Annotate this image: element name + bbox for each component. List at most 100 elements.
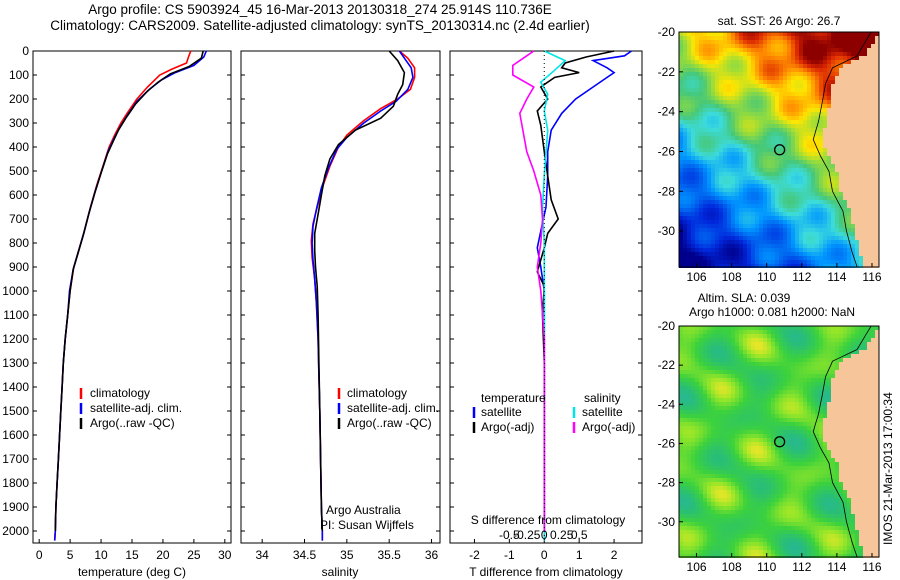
map-cell: [803, 84, 807, 88]
map-cell: [751, 212, 755, 216]
map-cell: [875, 252, 879, 256]
map-cell: [803, 244, 807, 248]
map-cell: [687, 240, 691, 244]
map-cell: [807, 32, 811, 36]
map-cell: [827, 454, 831, 458]
map-cell: [751, 184, 755, 188]
map-cell: [851, 454, 855, 458]
map-cell: [875, 56, 879, 60]
map-cell: [819, 350, 823, 354]
map-cell: [695, 430, 699, 434]
map-cell: [875, 346, 879, 350]
map-cell: [679, 184, 683, 188]
map-cell: [807, 334, 811, 338]
map-cell: [751, 390, 755, 394]
map-cell: [731, 124, 735, 128]
map-cell: [695, 370, 699, 374]
map-cell: [727, 148, 731, 152]
map-cell: [691, 196, 695, 200]
map-cell: [719, 232, 723, 236]
map-cell: [827, 398, 831, 402]
map-cell: [839, 342, 843, 346]
map-cell: [759, 56, 763, 60]
map-cell: [683, 40, 687, 44]
map-cell: [695, 240, 699, 244]
map-cell: [707, 192, 711, 196]
map-cell: [687, 378, 691, 382]
map-cell: [871, 350, 875, 354]
map-cell: [743, 192, 747, 196]
map-cell: [755, 180, 759, 184]
map-cell: [783, 48, 787, 52]
map-cell: [687, 212, 691, 216]
map-cell: [787, 156, 791, 160]
map-cell: [759, 466, 763, 470]
map-cell: [843, 370, 847, 374]
map-cell: [735, 72, 739, 76]
map-cell: [691, 236, 695, 240]
map-cell: [859, 164, 863, 168]
map-cell: [703, 394, 707, 398]
map-cell: [743, 196, 747, 200]
map-cell: [851, 342, 855, 346]
map-cell: [807, 342, 811, 346]
map-cell: [735, 204, 739, 208]
map-cell: [867, 442, 871, 446]
map-cell: [843, 132, 847, 136]
map-cell: [795, 410, 799, 414]
map-cell: [747, 414, 751, 418]
map-cell: [819, 422, 823, 426]
map-cell: [839, 156, 843, 160]
map-cell: [731, 402, 735, 406]
map-cell: [751, 398, 755, 402]
map-cell: [679, 156, 683, 160]
map-cell: [775, 132, 779, 136]
map-cell: [847, 204, 851, 208]
map-cell: [707, 96, 711, 100]
map-cell: [803, 80, 807, 84]
map-cell: [811, 180, 815, 184]
map-cell: [683, 108, 687, 112]
map-cell: [867, 104, 871, 108]
map-cell: [791, 96, 795, 100]
map-cell: [851, 438, 855, 442]
map-cell: [783, 450, 787, 454]
map-cell: [843, 32, 847, 36]
map-cell: [843, 188, 847, 192]
map-cell: [839, 216, 843, 220]
map-cell: [707, 52, 711, 56]
map-cell: [855, 48, 859, 52]
map-cell: [715, 446, 719, 450]
map-cell: [743, 446, 747, 450]
map-cell: [703, 116, 707, 120]
map-cell: [843, 120, 847, 124]
map-cell: [695, 120, 699, 124]
map-cell: [699, 52, 703, 56]
map-cell: [755, 430, 759, 434]
map-cell: [715, 84, 719, 88]
map-cell: [831, 192, 835, 196]
map-cell: [711, 354, 715, 358]
map-cell: [731, 212, 735, 216]
map-cell: [779, 148, 783, 152]
map-cell: [695, 152, 699, 156]
map-cell: [691, 248, 695, 252]
map-cell: [743, 152, 747, 156]
map-cell: [703, 446, 707, 450]
map-cell: [875, 220, 879, 224]
map-cell: [727, 390, 731, 394]
map-cell: [783, 354, 787, 358]
map-cell: [719, 264, 723, 268]
map-cell: [771, 136, 775, 140]
map-cell: [679, 144, 683, 148]
map-cell: [839, 260, 843, 264]
map-cell: [851, 200, 855, 204]
map-cell: [727, 338, 731, 342]
map-cell: [763, 406, 767, 410]
map-cell: [731, 52, 735, 56]
map-cell: [687, 160, 691, 164]
map-cell: [771, 264, 775, 268]
map-cell: [767, 260, 771, 264]
map-cell: [731, 454, 735, 458]
map-cell: [831, 108, 835, 112]
